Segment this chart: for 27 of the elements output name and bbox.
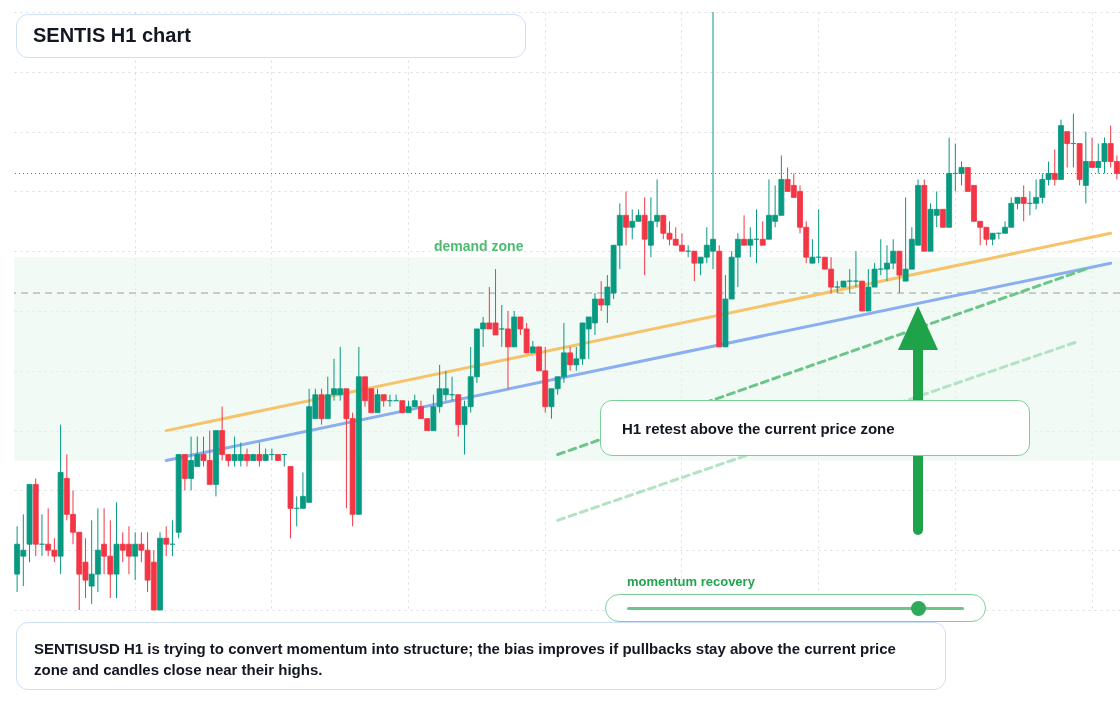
candlestick [256, 442, 263, 467]
candlestick [1089, 137, 1095, 168]
title-box: SENTIS H1 chart [16, 14, 526, 58]
band-label: demand zone [434, 238, 524, 255]
candlestick [598, 280, 605, 312]
candlestick [374, 388, 381, 414]
candlestick [244, 448, 250, 467]
candlestick [181, 454, 188, 491]
candlestick [132, 531, 139, 581]
candlestick [741, 214, 747, 246]
candlestick [896, 250, 903, 294]
annotation: momentum recovery [627, 574, 755, 589]
note-box: SENTISUSD H1 is trying to convert momentum into structure; the bias improves if pullbacks stay above the current price zone and candles close near their highs. [16, 622, 946, 690]
candlestick [691, 250, 698, 282]
candlestick [1020, 184, 1027, 222]
candlestick [759, 220, 766, 246]
candlestick [623, 190, 629, 246]
candlestick [318, 388, 325, 426]
candlestick [641, 196, 648, 276]
candlestick [163, 525, 170, 557]
candlestick [498, 304, 505, 348]
callout-box: H1 retest above the current price zone [600, 400, 1030, 456]
candlestick [1051, 149, 1058, 186]
candlestick [1064, 131, 1071, 168]
candlestick [505, 310, 511, 390]
candlestick [567, 346, 574, 372]
candlestick [1082, 131, 1089, 204]
